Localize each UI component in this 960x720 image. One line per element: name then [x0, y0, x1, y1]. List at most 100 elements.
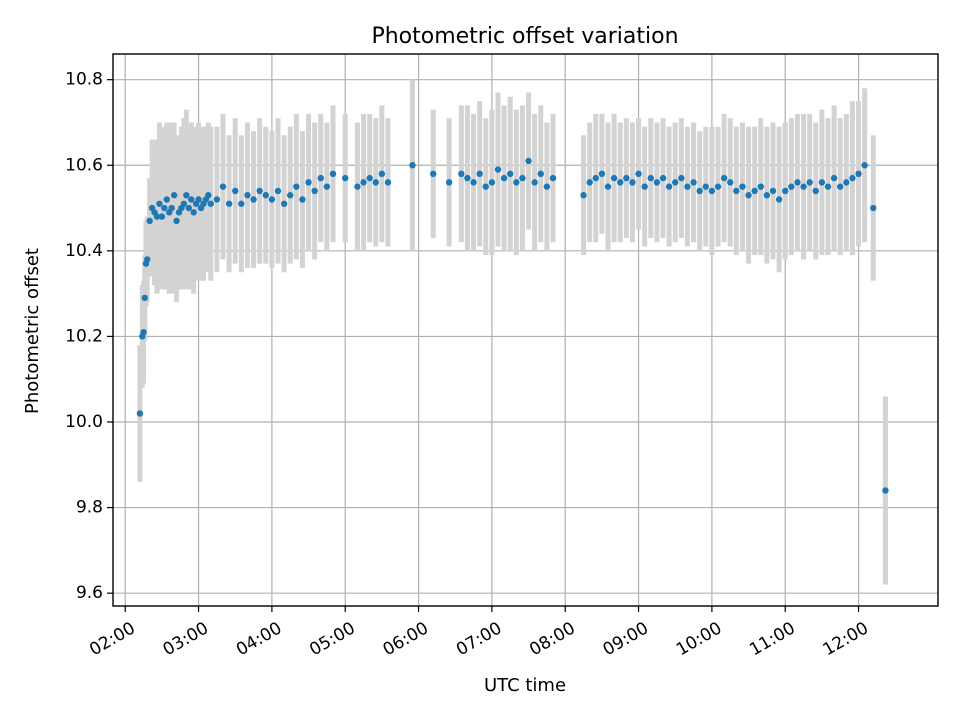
data-point — [173, 217, 180, 225]
data-point — [205, 192, 212, 199]
data-point — [238, 200, 245, 207]
data-point — [659, 174, 667, 182]
data-point — [763, 192, 771, 199]
data-point — [708, 187, 716, 195]
data-point — [702, 183, 709, 190]
data-point — [769, 187, 777, 195]
y-tick-label: 10.2 — [65, 326, 103, 346]
data-point — [183, 192, 190, 199]
data-point — [733, 187, 740, 195]
y-tick-label: 9.6 — [76, 583, 103, 603]
data-point — [812, 187, 819, 195]
data-point — [714, 183, 722, 190]
data-point — [610, 174, 618, 182]
data-point — [782, 187, 789, 195]
data-point — [287, 192, 294, 199]
data-point — [225, 200, 233, 207]
data-point — [696, 187, 703, 195]
y-tick-label: 10.6 — [65, 155, 103, 175]
data-point — [806, 179, 813, 186]
y-axis-ticks: 9.6 9.8 10.0 10.2 10.4 10.6 10.8 — [65, 70, 113, 603]
data-point — [262, 192, 269, 199]
y-tick-label: 10.4 — [65, 241, 103, 261]
data-point — [293, 183, 300, 190]
data-point — [274, 187, 282, 195]
data-point — [299, 196, 306, 203]
data-point — [549, 174, 557, 182]
data-point — [488, 179, 496, 186]
data-point — [372, 179, 379, 186]
data-point — [604, 183, 612, 190]
data-point — [525, 157, 532, 165]
data-point — [256, 187, 263, 195]
data-point — [190, 209, 197, 216]
data-point — [213, 196, 221, 203]
data-point — [141, 294, 148, 302]
data-point — [800, 183, 807, 190]
data-point — [623, 174, 630, 182]
data-point — [219, 183, 227, 190]
data-point — [268, 196, 276, 203]
data-points — [136, 157, 889, 494]
data-point — [188, 196, 195, 203]
data-point — [153, 213, 161, 220]
data-point — [170, 192, 178, 199]
data-point — [280, 200, 288, 207]
data-point — [409, 162, 416, 169]
data-point — [788, 183, 795, 190]
plot-frame — [112, 53, 939, 607]
data-point — [720, 174, 728, 182]
data-point — [366, 174, 373, 182]
data-point — [794, 179, 801, 186]
data-point — [384, 179, 392, 186]
data-point — [727, 179, 734, 186]
data-point — [146, 217, 153, 225]
x-axis-label: UTC time — [484, 675, 566, 696]
data-point — [163, 196, 170, 203]
data-point — [592, 174, 599, 182]
data-point — [445, 179, 453, 186]
data-point — [494, 166, 502, 173]
data-point — [870, 204, 877, 212]
data-point — [684, 183, 691, 190]
data-point — [843, 179, 850, 186]
data-point — [882, 487, 889, 494]
data-point — [580, 192, 587, 199]
data-point — [818, 179, 826, 186]
data-point — [678, 174, 685, 182]
data-point — [458, 170, 465, 178]
data-point — [543, 183, 551, 190]
data-point — [629, 179, 636, 186]
data-point — [158, 213, 166, 220]
data-point — [500, 174, 508, 182]
data-point — [185, 204, 192, 212]
y-tick-label: 10.0 — [65, 412, 103, 432]
data-point — [360, 179, 367, 186]
chart-title: Photometric offset variation — [371, 24, 678, 49]
data-point — [430, 170, 437, 178]
data-point — [136, 410, 144, 417]
data-point — [849, 174, 856, 182]
y-tick-label: 9.8 — [76, 498, 103, 518]
data-point — [745, 192, 752, 199]
data-point — [837, 183, 844, 190]
data-point — [830, 174, 838, 182]
data-point — [140, 328, 147, 336]
data-point — [232, 187, 239, 195]
data-point — [156, 200, 163, 207]
data-point — [586, 179, 593, 186]
data-point — [513, 179, 520, 186]
data-point — [537, 170, 544, 178]
data-point — [323, 183, 331, 190]
data-point — [757, 183, 764, 190]
data-point — [470, 179, 477, 186]
data-point — [342, 174, 349, 182]
data-point — [378, 170, 386, 178]
data-point — [617, 179, 624, 186]
data-point — [354, 183, 361, 190]
data-point — [861, 162, 868, 169]
data-point — [144, 256, 151, 263]
data-point — [464, 174, 471, 182]
data-point — [598, 170, 606, 178]
